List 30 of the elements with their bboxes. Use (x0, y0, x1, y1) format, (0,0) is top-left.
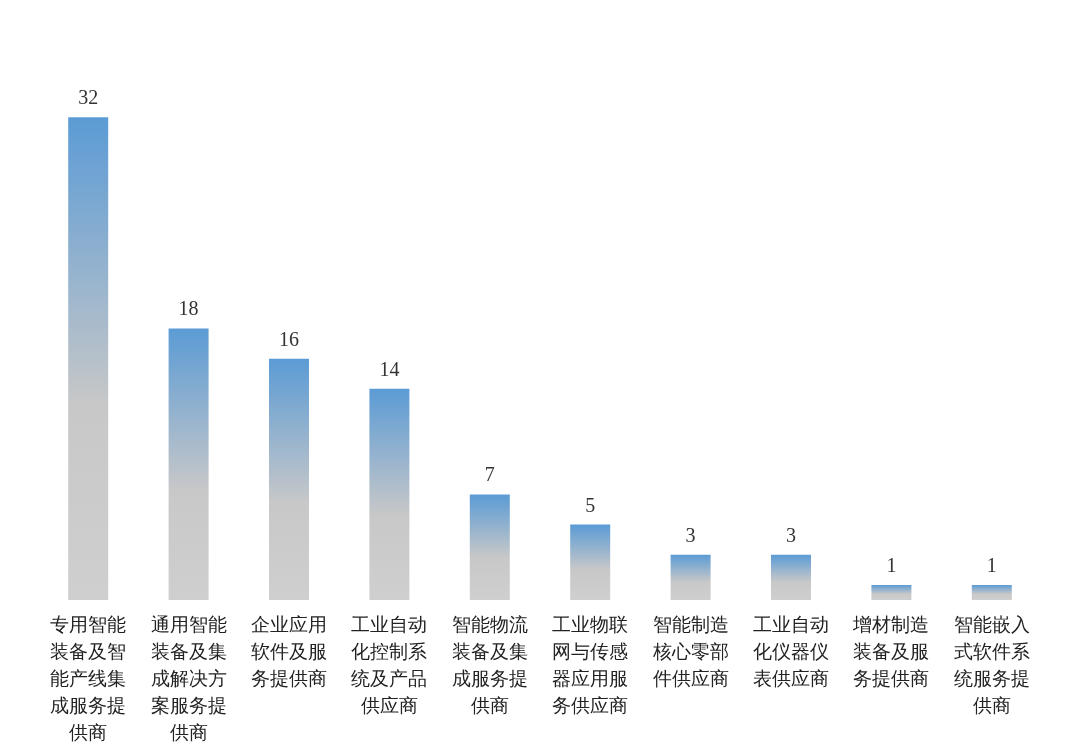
bar (871, 584, 912, 600)
data-label: 1 (886, 553, 897, 576)
x-tick-label: 增材制造装备及服务提供商 (852, 612, 930, 689)
data-label: 14 (379, 357, 400, 380)
bar (771, 554, 811, 600)
data-label: 1 (986, 553, 997, 576)
bar (68, 117, 109, 600)
bar (971, 584, 1012, 600)
x-tick-label: 企业应用软件及服务提供商 (251, 612, 327, 689)
x-tick-label: 智能嵌入式软件系统服务提供商 (953, 612, 1030, 716)
bar (670, 554, 711, 600)
data-label: 3 (786, 523, 796, 546)
bar (369, 388, 410, 600)
data-label: 18 (178, 297, 199, 320)
bar (269, 358, 309, 600)
x-tick-label: 通用智能装备及集成解决方案服务提供商 (150, 612, 227, 743)
x-tick-label: 智能物流装备及集成服务提供商 (451, 612, 528, 716)
x-tick-label: 工业自动化仪器仪表供应商 (753, 612, 829, 689)
x-tick-label: 智能制造核心零部件供应商 (651, 612, 729, 689)
x-tick-label: 工业自动化控制系统及产品供应商 (351, 612, 428, 716)
x-tick-label: 工业物联网与传感器应用服务供应商 (552, 612, 629, 716)
data-label: 7 (484, 463, 495, 486)
data-label: 32 (78, 86, 99, 109)
bar (168, 328, 209, 600)
data-label: 3 (685, 523, 696, 546)
data-label: 16 (279, 327, 299, 350)
data-label: 5 (585, 493, 596, 516)
bar (570, 524, 611, 600)
bar (469, 494, 510, 600)
x-tick-label: 专用智能装备及智能产线集成服务提供商 (50, 612, 127, 743)
